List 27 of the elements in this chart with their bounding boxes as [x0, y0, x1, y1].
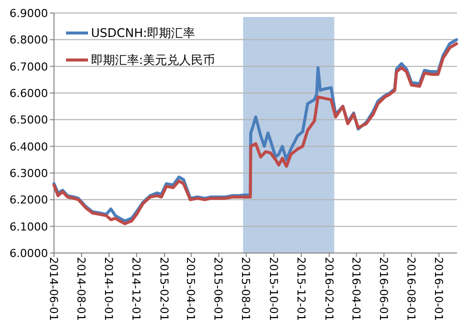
legend-label: USDCNH:即期汇率 — [91, 26, 196, 40]
x-tick-label: 2014-08-01 — [74, 257, 88, 321]
y-tick-label: 6.4000 — [10, 140, 48, 154]
y-tick-label: 6.8000 — [10, 34, 48, 47]
y-tick-label: 6.0000 — [10, 247, 48, 260]
y-tick-label: 6.3000 — [10, 167, 48, 180]
x-tick-label: 2016-06-01 — [376, 257, 390, 321]
x-tick-label: 2015-10-01 — [266, 257, 280, 321]
y-tick-label: 6.7000 — [10, 60, 48, 74]
x-tick-label: 2015-02-01 — [158, 257, 171, 321]
x-tick-label: 2016-10-01 — [432, 257, 445, 321]
legend-label: 即期汇率:美元兑人民币 — [91, 53, 216, 67]
y-tick-label: 6.9000 — [10, 7, 48, 20]
x-tick-label: 2014-06-01 — [47, 257, 60, 321]
x-tick-label: 2016-02-01 — [322, 257, 336, 321]
x-tick-label: 2016-04-01 — [349, 257, 362, 321]
y-tick-label: 6.5000 — [10, 114, 48, 127]
x-tick-label: 2015-06-01 — [212, 257, 225, 321]
x-tick-label: 2014-12-01 — [130, 257, 143, 321]
y-tick-label: 6.2000 — [10, 194, 48, 207]
y-tick-label: 6.6000 — [10, 87, 48, 100]
y-tick-label: 6.1000 — [10, 220, 48, 234]
x-tick-label: 2015-08-01 — [239, 257, 252, 321]
x-tick-label: 2015-04-01 — [184, 257, 198, 321]
x-tick-label: 2016-08-01 — [404, 257, 418, 321]
x-tick-label: 2014-10-01 — [102, 257, 116, 321]
x-tick-label: 2015-12-01 — [294, 257, 308, 321]
